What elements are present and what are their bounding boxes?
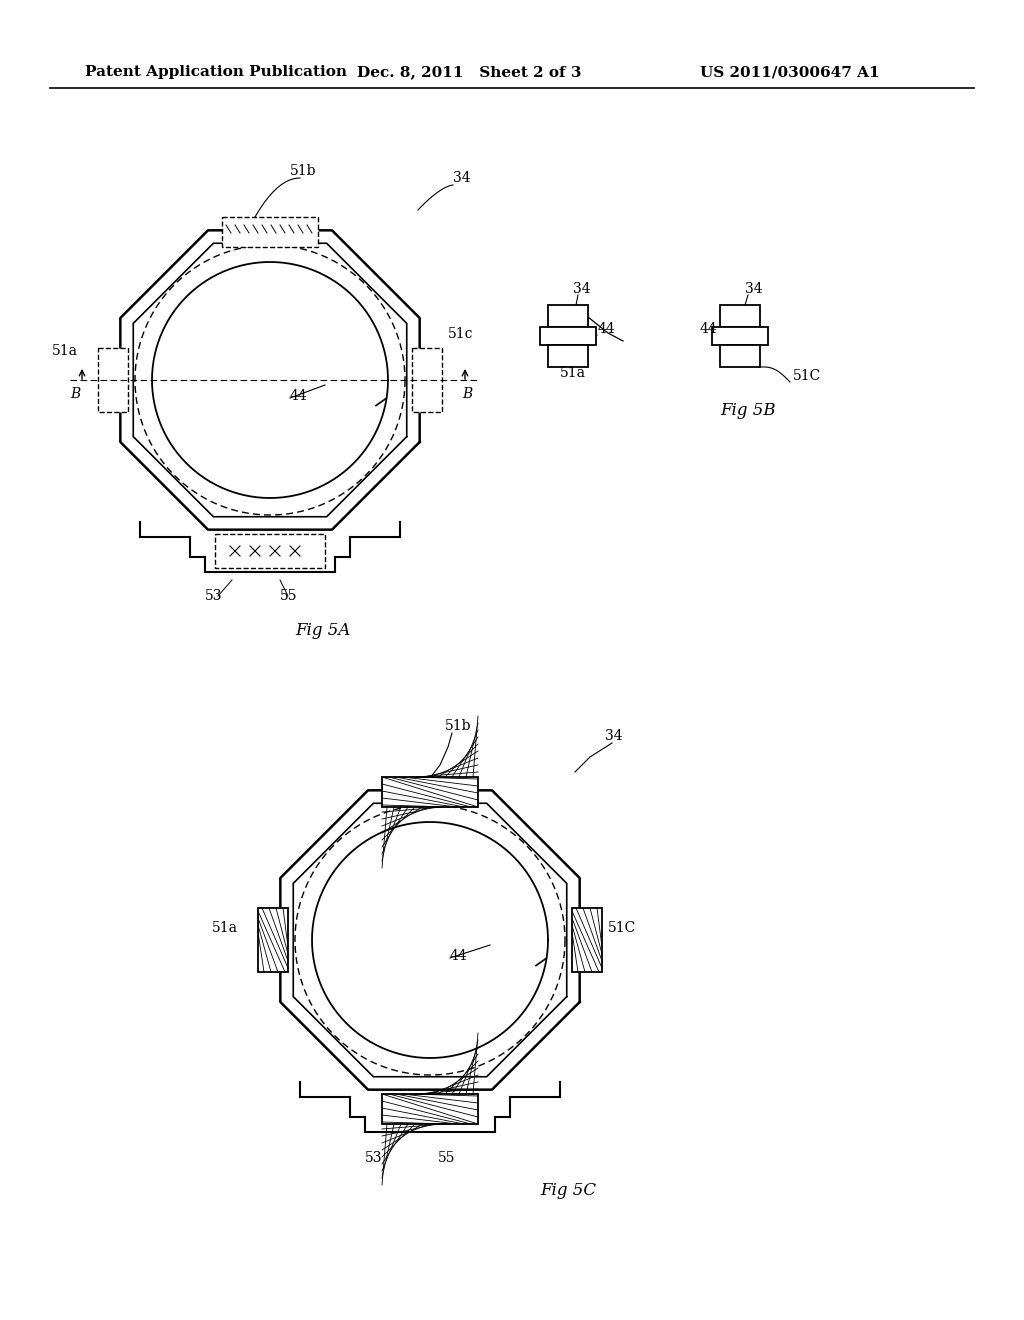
Text: 53: 53 — [365, 1151, 383, 1166]
Text: Fig 5C: Fig 5C — [540, 1181, 596, 1199]
Bar — [572, 908, 602, 972]
Text: US 2011/0300647 A1: US 2011/0300647 A1 — [700, 65, 880, 79]
Bar — [720, 345, 760, 367]
Bar — [98, 348, 128, 412]
Text: 51b: 51b — [445, 719, 471, 733]
Text: B: B — [70, 387, 80, 401]
Text: 51b: 51b — [290, 164, 316, 178]
Bar — [215, 535, 325, 568]
Text: 51C: 51C — [793, 370, 821, 383]
Text: Fig 5B: Fig 5B — [720, 403, 775, 418]
Text: Patent Application Publication: Patent Application Publication — [85, 65, 347, 79]
Text: 51a: 51a — [52, 345, 78, 358]
Text: 34: 34 — [453, 172, 471, 185]
Text: 44: 44 — [450, 949, 468, 964]
Text: 51a: 51a — [212, 921, 238, 935]
Text: 55: 55 — [280, 589, 298, 603]
Bar — [540, 327, 596, 345]
Bar — [258, 908, 288, 972]
Text: 55: 55 — [438, 1151, 456, 1166]
Text: 51C: 51C — [608, 921, 636, 935]
Bar — [548, 345, 588, 367]
Text: 53: 53 — [205, 589, 222, 603]
Text: 44: 44 — [598, 322, 615, 337]
Text: Fig 5A: Fig 5A — [295, 622, 350, 639]
Bar — [382, 1094, 478, 1125]
Text: 51c: 51c — [449, 327, 473, 341]
Text: 44: 44 — [700, 322, 718, 337]
Text: 44: 44 — [290, 389, 308, 403]
Bar — [222, 216, 318, 247]
Bar — [548, 305, 588, 327]
Bar — [412, 348, 442, 412]
Bar — [720, 305, 760, 327]
Text: 34: 34 — [573, 282, 591, 296]
Text: 51a: 51a — [560, 366, 586, 380]
Text: 34: 34 — [745, 282, 763, 296]
Text: B: B — [462, 387, 472, 401]
Bar — [712, 327, 768, 345]
Text: 34: 34 — [605, 729, 623, 743]
Bar — [382, 777, 478, 807]
Text: Dec. 8, 2011   Sheet 2 of 3: Dec. 8, 2011 Sheet 2 of 3 — [357, 65, 582, 79]
